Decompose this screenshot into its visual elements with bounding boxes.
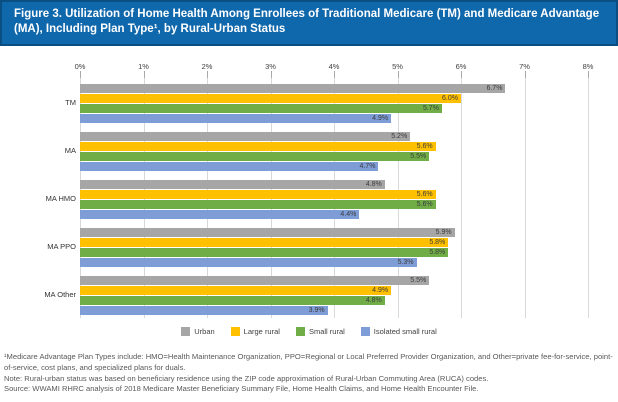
legend-swatch-icon — [360, 327, 370, 336]
bar-urban: 4.8% — [80, 180, 385, 189]
axis-tick — [207, 71, 208, 78]
bar-value-label: 4.4% — [340, 211, 357, 218]
bar-value-label: 5.8% — [429, 239, 446, 246]
gridline — [524, 78, 526, 318]
category-label: MA HMO — [45, 194, 76, 203]
bar-small-rural: 4.8% — [80, 296, 385, 305]
axis-tick — [334, 71, 335, 78]
category-label: TM — [65, 98, 76, 107]
bar-value-label: 5.6% — [416, 143, 433, 150]
legend-item-large-rural: Large rural — [230, 327, 280, 336]
axis-tick — [143, 71, 145, 78]
axis-tick — [524, 71, 526, 78]
legend-swatch-icon — [295, 327, 305, 336]
bar-value-label: 4.8% — [365, 181, 382, 188]
axis-tick — [397, 71, 399, 78]
bar-value-label: 6.0% — [442, 95, 458, 102]
axis-tick — [588, 71, 589, 78]
x-axis-tick-label: 6% — [455, 62, 467, 71]
figure-title: Figure 3. Utilization of Home Health Amo… — [14, 8, 600, 36]
x-axis-tick-label: 3% — [265, 62, 276, 71]
bar-isolated-small-rural: 4.4% — [80, 210, 360, 219]
legend-label: Urban — [194, 327, 215, 336]
category-label: MA — [64, 146, 76, 155]
footnote-note: Note: Rural-urban status was based on be… — [4, 373, 489, 383]
bar-value-label: 5.3% — [397, 259, 414, 266]
x-axis-tick-label: 2% — [201, 62, 213, 71]
legend-label: Large rural — [243, 327, 280, 336]
bar-value-label: 5.7% — [422, 105, 439, 112]
bar-urban: 5.2% — [80, 132, 411, 141]
legend-item-small-rural: Small rural — [295, 327, 345, 336]
bar-large-rural: 4.9% — [80, 286, 392, 295]
footnote-plan-types: ¹Medicare Advantage Plan Types include: … — [4, 352, 613, 372]
x-axis-tick-label: 4% — [328, 62, 340, 71]
axis-tick — [80, 71, 81, 78]
bar-urban: 6.7% — [80, 84, 506, 93]
bar-large-rural: 5.8% — [80, 238, 449, 247]
legend-swatch-icon — [230, 327, 240, 336]
bar-small-rural: 5.6% — [80, 200, 436, 209]
bar-value-label: 4.9% — [372, 115, 389, 122]
bar-value-label: 3.9% — [308, 307, 325, 314]
legend-label: Small rural — [308, 327, 345, 336]
bar-large-rural: 5.6% — [80, 142, 436, 151]
gridline — [461, 78, 462, 318]
bar-urban: 5.5% — [80, 276, 430, 285]
legend-swatch-icon — [181, 327, 191, 336]
category-label: MA Other — [44, 290, 76, 299]
axis-tick — [270, 71, 272, 78]
bar-isolated-small-rural: 4.9% — [80, 114, 392, 123]
bar-value-label: 5.2% — [391, 133, 408, 140]
legend-item-isolated-small-rural: Isolated small rural — [360, 327, 437, 336]
x-axis-tick-label: 0% — [74, 62, 86, 71]
figure-title-banner: Figure 3. Utilization of Home Health Amo… — [0, 0, 618, 46]
bar-isolated-small-rural: 5.3% — [80, 258, 417, 267]
category-label: MA PPO — [47, 242, 76, 251]
x-axis-tick-label: 7% — [519, 62, 530, 71]
bar-value-label: 6.7% — [486, 85, 503, 92]
bar-large-rural: 6.0% — [80, 94, 461, 103]
bar-value-label: 4.8% — [365, 297, 382, 304]
x-axis-tick-label: 5% — [392, 62, 403, 71]
footnotes: ¹Medicare Advantage Plan Types include: … — [4, 352, 614, 395]
legend-label: Isolated small rural — [373, 327, 437, 336]
bar-urban: 5.9% — [80, 228, 455, 237]
bar-chart: 0% 1% 2% 3% 4% 5% 6% 7% 8% TM 6.7% 6.0% 5.7% 4.9% MA 5.… — [44, 62, 594, 318]
bar-isolated-small-rural: 4.7% — [80, 162, 379, 171]
axis-tick — [461, 71, 462, 78]
bar-large-rural: 5.6% — [80, 190, 436, 199]
bar-small-rural: 5.7% — [80, 104, 442, 113]
bar-small-rural: 5.8% — [80, 248, 449, 257]
bar-value-label: 4.7% — [359, 163, 376, 170]
bar-value-label: 5.8% — [429, 249, 446, 256]
bar-value-label: 5.6% — [416, 191, 433, 198]
legend-item-urban: Urban — [181, 327, 215, 336]
bar-value-label: 5.6% — [416, 201, 433, 208]
bar-value-label: 5.5% — [410, 153, 427, 160]
bar-isolated-small-rural: 3.9% — [80, 306, 328, 315]
x-axis-tick-label: 1% — [138, 62, 149, 71]
x-axis-tick-label: 8% — [582, 62, 594, 71]
chart-legend: Urban Large rural Small rural Isolated smal… — [0, 327, 618, 336]
bar-value-label: 5.5% — [410, 277, 427, 284]
bar-value-label: 5.9% — [435, 229, 452, 236]
bar-small-rural: 5.5% — [80, 152, 430, 161]
gridline — [588, 78, 589, 318]
footnote-source: Source: WWAMI RHRC analysis of 2018 Medi… — [4, 384, 479, 394]
bar-value-label: 4.9% — [372, 287, 389, 294]
